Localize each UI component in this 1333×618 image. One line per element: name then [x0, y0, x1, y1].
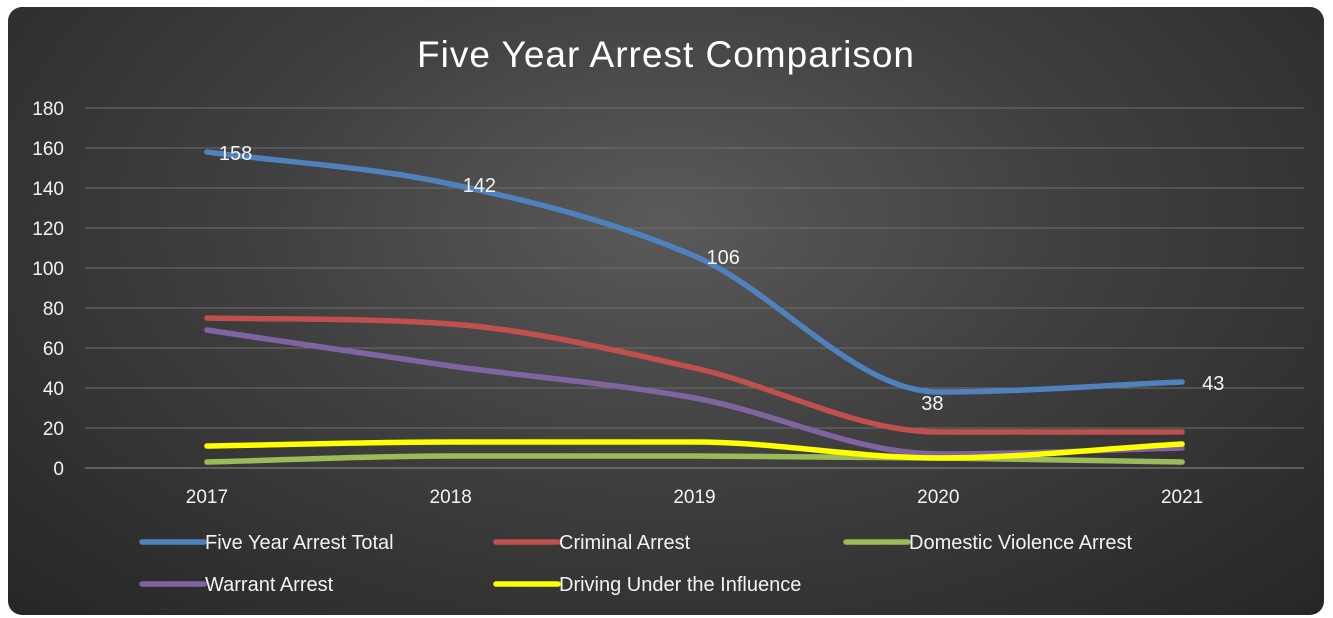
- y-axis-ticks: 0 20 40 60 80 100 120 140 160 180: [32, 99, 64, 480]
- y-tick-label: 60: [43, 339, 64, 360]
- data-label: 38: [921, 393, 943, 415]
- y-tick-label: 20: [43, 419, 64, 440]
- x-tick-label: 2021: [1161, 487, 1203, 508]
- legend-item: Five Year Arrest Total: [139, 532, 394, 554]
- x-tick-label: 2020: [917, 487, 959, 508]
- y-tick-label: 40: [43, 379, 64, 400]
- y-tick-label: 120: [32, 219, 64, 240]
- x-tick-label: 2018: [430, 487, 472, 508]
- x-axis-ticks: 2017 2018 2019 2020 2021: [186, 487, 1203, 508]
- series-line-4: [204, 439, 1185, 461]
- chart-frame: Five Year Arrest Comparison 0 20 40 60 80 100…: [8, 7, 1324, 615]
- x-tick-label: 2017: [186, 487, 228, 508]
- legend-item: Domestic Violence Arrest: [843, 532, 1133, 554]
- data-label: 43: [1202, 373, 1224, 395]
- data-labels: 158 142 106 38 43: [219, 143, 1224, 415]
- series-line-0: [204, 149, 1185, 395]
- data-label: 106: [707, 247, 740, 269]
- legend-item: Warrant Arrest: [139, 574, 334, 596]
- y-tick-label: 160: [32, 139, 64, 160]
- series-line-2: [204, 453, 1185, 465]
- chart-title: Five Year Arrest Comparison: [417, 34, 915, 75]
- y-tick-label: 100: [32, 259, 64, 280]
- series-line-1: [204, 315, 1185, 435]
- data-label: 142: [463, 175, 496, 197]
- legend-label: Five Year Arrest Total: [205, 532, 394, 554]
- data-label: 158: [219, 143, 252, 165]
- legend-item: Criminal Arrest: [493, 532, 691, 554]
- legend-label: Domestic Violence Arrest: [909, 532, 1133, 554]
- series-lines: [204, 149, 1185, 465]
- legend-label: Criminal Arrest: [559, 532, 691, 554]
- legend: Five Year Arrest Total Criminal Arrest Dom…: [139, 532, 1133, 596]
- line-chart: Five Year Arrest Comparison 0 20 40 60 80 100…: [32, 34, 1304, 596]
- y-tick-label: 140: [32, 179, 64, 200]
- y-tick-label: 0: [53, 459, 64, 480]
- y-tick-label: 180: [32, 99, 64, 120]
- legend-label: Driving Under the Influence: [559, 574, 801, 596]
- gridlines: [85, 107, 1304, 469]
- legend-label: Warrant Arrest: [205, 574, 334, 596]
- x-tick-label: 2019: [673, 487, 715, 508]
- y-tick-label: 80: [43, 299, 64, 320]
- legend-item: Driving Under the Influence: [493, 574, 801, 596]
